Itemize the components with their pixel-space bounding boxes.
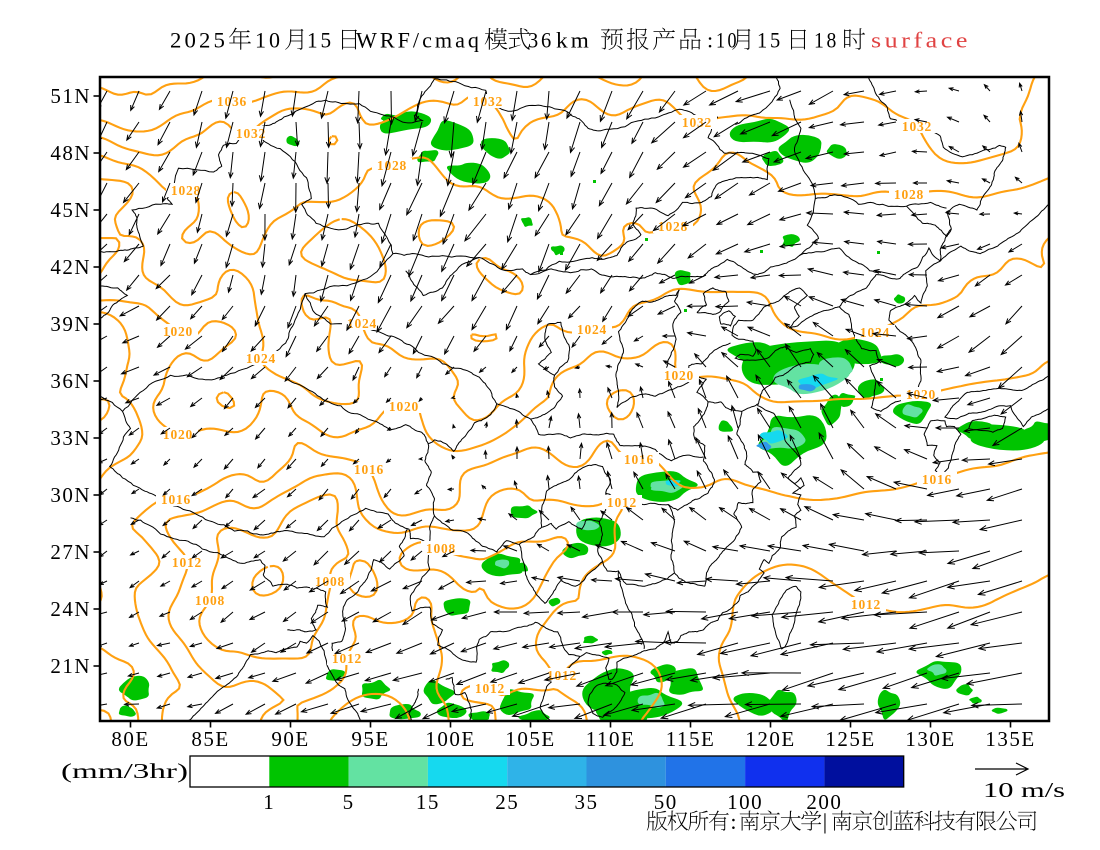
svg-text:1020: 1020 xyxy=(906,387,936,402)
svg-text:1020: 1020 xyxy=(664,368,694,383)
svg-text:105E: 105E xyxy=(505,727,555,751)
svg-text:95E: 95E xyxy=(351,727,389,751)
svg-text:1032: 1032 xyxy=(236,126,266,141)
svg-text:1020: 1020 xyxy=(389,399,419,414)
svg-text:1032: 1032 xyxy=(473,94,503,109)
svg-text:36: 36 xyxy=(528,28,554,53)
svg-text:27N: 27N xyxy=(50,540,91,564)
svg-text:85E: 85E xyxy=(191,727,229,751)
svg-text:115E: 115E xyxy=(666,727,716,751)
svg-text:1012: 1012 xyxy=(332,651,362,666)
svg-text:10: 10 xyxy=(716,28,739,53)
svg-text:1028: 1028 xyxy=(658,219,688,234)
svg-text:1012: 1012 xyxy=(607,495,637,510)
svg-text:1008: 1008 xyxy=(195,593,225,608)
svg-text:surface: surface xyxy=(871,28,971,53)
svg-text:100: 100 xyxy=(727,790,763,814)
svg-text:110E: 110E xyxy=(586,727,636,751)
svg-text:36N: 36N xyxy=(50,369,91,393)
svg-text:5: 5 xyxy=(343,790,355,814)
svg-text::: : xyxy=(707,28,716,53)
svg-text:130E: 130E xyxy=(905,727,955,751)
svg-text:1016: 1016 xyxy=(624,452,654,467)
svg-text:35: 35 xyxy=(575,790,599,814)
svg-text:|: | xyxy=(823,809,827,834)
svg-text:51N: 51N xyxy=(50,84,91,108)
svg-text:1020: 1020 xyxy=(163,427,193,442)
svg-text:2025: 2025 xyxy=(170,28,228,53)
svg-text:1012: 1012 xyxy=(172,555,202,570)
svg-text:10 m/s: 10 m/s xyxy=(983,778,1065,802)
svg-text:WRF/cmaq: WRF/cmaq xyxy=(356,28,482,53)
svg-text:1036: 1036 xyxy=(217,94,247,109)
svg-text:1016: 1016 xyxy=(161,492,191,507)
svg-text:42N: 42N xyxy=(50,255,91,279)
svg-text:120E: 120E xyxy=(745,727,795,751)
svg-text:21N: 21N xyxy=(50,654,91,678)
svg-text:1008: 1008 xyxy=(426,541,456,556)
svg-text:km: km xyxy=(556,28,592,53)
svg-text:1024: 1024 xyxy=(246,351,276,366)
svg-text:50: 50 xyxy=(654,790,678,814)
svg-text:1024: 1024 xyxy=(347,316,377,331)
svg-text:45N: 45N xyxy=(50,198,91,222)
svg-text:1032: 1032 xyxy=(682,115,712,130)
svg-text:80E: 80E xyxy=(111,727,149,751)
svg-text:10: 10 xyxy=(255,28,283,53)
svg-text:1: 1 xyxy=(263,790,275,814)
svg-text:1028: 1028 xyxy=(894,187,924,202)
svg-text:30N: 30N xyxy=(50,483,91,507)
svg-text:135E: 135E xyxy=(985,727,1035,751)
svg-text:1008: 1008 xyxy=(315,574,345,589)
svg-text:1028: 1028 xyxy=(377,158,407,173)
svg-text:18: 18 xyxy=(814,28,839,53)
svg-text:24N: 24N xyxy=(50,597,91,621)
svg-text:1012: 1012 xyxy=(547,668,577,683)
svg-text:15: 15 xyxy=(416,790,440,814)
svg-text:15: 15 xyxy=(307,28,334,53)
svg-text:100E: 100E xyxy=(425,727,475,751)
svg-text:1016: 1016 xyxy=(922,472,952,487)
svg-text:48N: 48N xyxy=(50,141,91,165)
svg-text::: : xyxy=(730,809,736,834)
svg-text:(mm/3hr): (mm/3hr) xyxy=(61,759,188,783)
svg-text:90E: 90E xyxy=(271,727,309,751)
svg-text:39N: 39N xyxy=(50,312,91,336)
svg-text:15: 15 xyxy=(757,28,783,53)
svg-text:25: 25 xyxy=(495,790,519,814)
svg-text:1024: 1024 xyxy=(860,325,890,340)
svg-text:33N: 33N xyxy=(50,426,91,450)
svg-text:200: 200 xyxy=(806,790,842,814)
svg-text:1032: 1032 xyxy=(902,119,932,134)
svg-text:1012: 1012 xyxy=(475,681,505,696)
svg-text:1024: 1024 xyxy=(577,322,607,337)
svg-text:125E: 125E xyxy=(825,727,875,751)
svg-text:1020: 1020 xyxy=(163,324,193,339)
svg-text:1016: 1016 xyxy=(354,462,384,477)
svg-text:1028: 1028 xyxy=(171,183,201,198)
svg-text:1012: 1012 xyxy=(851,597,881,612)
